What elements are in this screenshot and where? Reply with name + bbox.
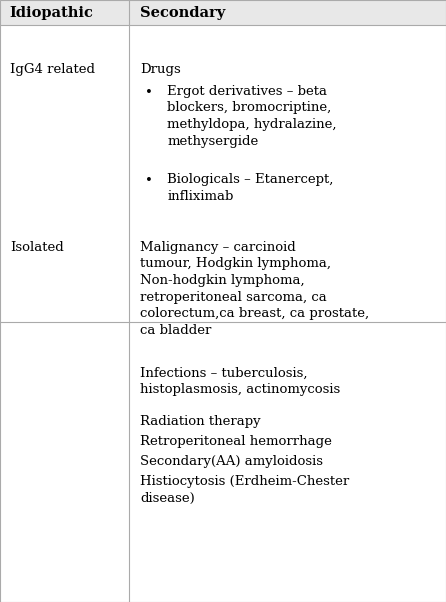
Text: Histiocytosis (Erdheim-Chester
disease): Histiocytosis (Erdheim-Chester disease) [140,475,350,504]
Text: Idiopathic: Idiopathic [10,5,94,19]
Text: Ergot derivatives – beta
blockers, bromocriptine,
methyldopa, hydralazine,
methy: Ergot derivatives – beta blockers, bromo… [167,85,337,147]
Text: Secondary: Secondary [140,5,226,19]
Text: Radiation therapy: Radiation therapy [140,415,261,428]
Text: Retroperitoneal hemorrhage: Retroperitoneal hemorrhage [140,435,332,448]
Text: Drugs: Drugs [140,63,181,76]
Text: Malignancy – carcinoid
tumour, Hodgkin lymphoma,
Non-hodgkin lymphoma,
retroperi: Malignancy – carcinoid tumour, Hodgkin l… [140,241,370,337]
Text: Infections – tuberculosis,
histoplasmosis, actinomycosis: Infections – tuberculosis, histoplasmosi… [140,367,341,397]
Bar [0,0,446,25]
Text: IgG4 related: IgG4 related [10,63,95,76]
Text: Isolated: Isolated [10,241,64,254]
Text: Secondary(AA) amyloidosis: Secondary(AA) amyloidosis [140,455,323,468]
Text: Biologicals – Etanercept,
infliximab: Biologicals – Etanercept, infliximab [167,173,334,202]
Text: •: • [145,174,153,187]
Text: •: • [145,86,153,99]
